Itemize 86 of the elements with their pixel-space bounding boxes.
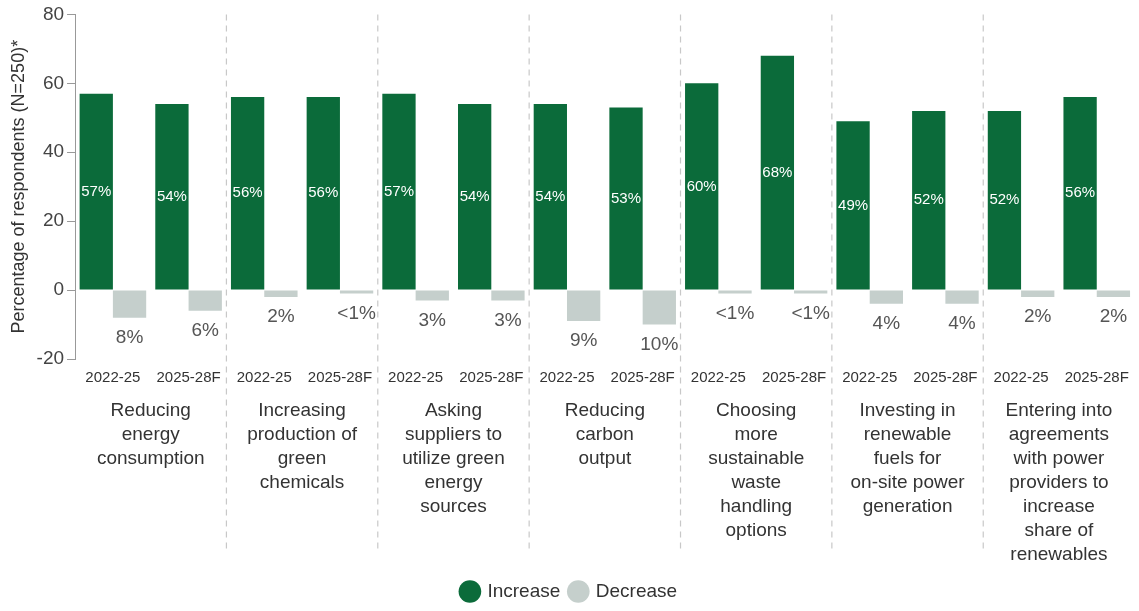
data-label: 68%	[762, 162, 793, 180]
bar	[415, 290, 449, 301]
x-tick-label: 2022-25	[842, 368, 898, 386]
bar	[382, 93, 416, 290]
bar	[685, 83, 719, 290]
x-tick-label: 2025-28F	[761, 368, 827, 386]
bar	[264, 290, 298, 297]
bar	[339, 290, 374, 294]
data-label: 52%	[913, 190, 944, 208]
data-label: 54%	[459, 186, 490, 204]
data-label: 56%	[1065, 183, 1096, 201]
data-label: 4%	[948, 312, 976, 334]
text: Investing in renewable fuels for on-site power generation	[850, 398, 966, 516]
bar	[642, 290, 676, 325]
data-label: 4%	[872, 312, 901, 334]
data-label: <1%	[337, 301, 376, 323]
y-tick-label: 80	[42, 2, 65, 24]
bar	[1096, 290, 1131, 297]
x-tick-label: 2025-28F	[610, 368, 675, 386]
text: Asking suppliers to utilize green energy sources	[402, 398, 505, 516]
data-label: <1%	[791, 301, 831, 323]
x-tick-label: 2022-25	[993, 368, 1049, 386]
bar	[306, 97, 340, 290]
data-label: 52%	[989, 190, 1020, 208]
bar	[718, 290, 752, 294]
text: Reducing carbon output	[564, 398, 645, 468]
bar	[794, 290, 828, 294]
y-tick-label: 40	[42, 140, 65, 162]
x-tick-label: 2022-25	[388, 368, 444, 386]
data-label: 3%	[494, 308, 522, 330]
data-label: 2%	[1023, 305, 1052, 327]
x-tick-label: 2022-25	[690, 368, 746, 386]
bar	[836, 121, 870, 290]
bar	[112, 290, 147, 318]
y-axis-title: Percentage of respondents (N=250)*	[7, 39, 28, 334]
data-label: 3%	[418, 308, 447, 330]
legend-label: Decrease	[595, 579, 678, 601]
bar	[609, 107, 643, 290]
data-label: 56%	[308, 183, 339, 201]
y-tick-label: 60	[42, 71, 65, 93]
x-tick-label: 2025-28F	[913, 368, 978, 386]
data-label: 9%	[569, 329, 598, 351]
data-label: 54%	[535, 186, 566, 204]
bar	[533, 104, 567, 290]
data-label: 10%	[640, 332, 679, 354]
bar	[188, 290, 222, 311]
text: Increasing production of green chemicals	[247, 398, 358, 492]
x-tick-label: 2022-25	[539, 368, 595, 386]
data-label: 56%	[232, 183, 263, 201]
x-tick-label: 2025-28F	[156, 368, 221, 386]
data-label: 60%	[686, 176, 717, 194]
x-tick-label: 2025-28F	[459, 368, 524, 386]
bar	[155, 104, 189, 290]
x-tick-label: 2025-28F	[1064, 368, 1129, 386]
data-label: 49%	[838, 195, 869, 213]
bar	[458, 104, 492, 290]
x-tick-label: 2022-25	[236, 368, 292, 386]
legend-label: Increase	[487, 579, 561, 601]
bar	[760, 55, 795, 290]
text: Reducing energy consumption	[96, 398, 205, 468]
data-label: <1%	[715, 301, 755, 323]
y-tick-label: 0	[53, 278, 65, 300]
x-tick-label: 2025-28F	[307, 368, 373, 386]
text: Entering into agreements with power providers to increase share of renewables	[1005, 398, 1113, 564]
data-label: 57%	[383, 181, 414, 199]
bar	[945, 290, 979, 304]
data-label: 2%	[1099, 305, 1128, 327]
data-label: 8%	[115, 325, 144, 347]
y-tick-label: 20	[42, 209, 65, 231]
bar	[987, 110, 1022, 290]
bar	[869, 290, 904, 304]
x-tick-label: 2022-25	[85, 368, 141, 386]
data-label: 54%	[156, 186, 187, 204]
data-label: 57%	[81, 181, 112, 199]
bar	[912, 110, 946, 290]
data-label: 6%	[191, 318, 220, 340]
bar	[566, 290, 601, 322]
bar	[1063, 97, 1097, 290]
text: Choosing more sustainable waste handling options	[708, 398, 805, 540]
data-label: 2%	[267, 305, 295, 327]
y-tick-label: -20	[36, 347, 65, 369]
bar	[491, 290, 525, 301]
bar	[1021, 290, 1055, 297]
bar	[230, 97, 265, 290]
bar	[79, 93, 113, 290]
data-label: 53%	[611, 188, 642, 206]
